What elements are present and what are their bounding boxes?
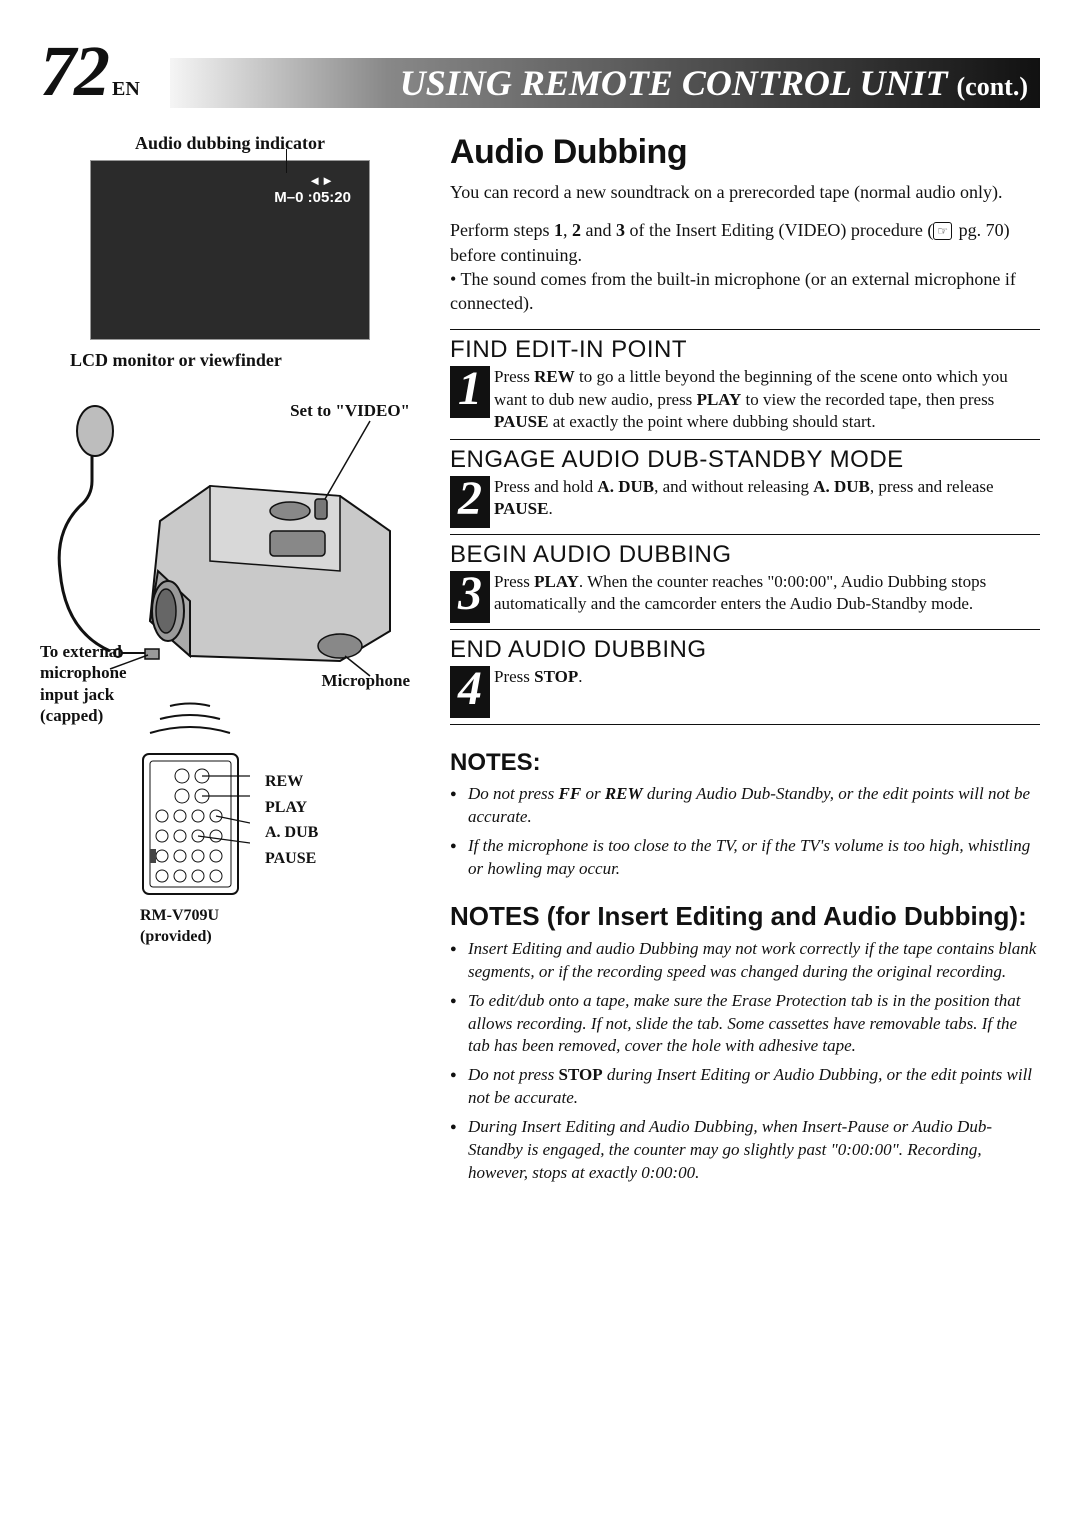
camcorder-diagram: Set to "VIDEO" (40, 401, 420, 741)
step-number: 4 (450, 666, 490, 718)
header-title-text: USING REMOTE CONTROL UNIT (400, 63, 948, 103)
notes-title: NOTES: (450, 749, 1040, 777)
page-number: 72 (40, 30, 108, 113)
page-lang: EN (112, 78, 140, 101)
notes-list-1: Do not press FF or REW during Audio Dub-… (450, 783, 1040, 881)
step-text: Press and hold A. DUB, and without relea… (494, 476, 1040, 520)
step: 1Press REW to go a little beyond the beg… (450, 366, 1040, 432)
step-title: FIND EDIT-IN POINT (450, 336, 1040, 364)
step-text: Press REW to go a little beyond the begi… (494, 366, 1040, 432)
t: of the Insert Editing (VIDEO) procedure … (625, 220, 933, 240)
t: and (581, 220, 616, 240)
lcd-arrow-icon: ◄► (308, 173, 334, 189)
step-text: Press PLAY. When the counter reaches "0:… (494, 571, 1040, 615)
steps-container: FIND EDIT-IN POINT1Press REW to go a lit… (450, 329, 1040, 724)
t: Perform steps (450, 220, 554, 240)
remote-svg (140, 751, 250, 901)
indicator-leader-line (286, 149, 287, 173)
label-adub: A. DUB (265, 820, 318, 846)
step: 4Press STOP. (450, 666, 1040, 718)
intro-3: The sound comes from the built-in microp… (450, 269, 1016, 313)
t: 1 (554, 220, 563, 240)
remote-diagram: REW PLAY A. DUB PAUSE RM-V709U (provided… (40, 751, 420, 951)
t: 3 (616, 220, 625, 240)
jack-label: To externalmicrophoneinput jack(capped) (40, 641, 127, 726)
note-item: During Insert Editing and Audio Dubbing,… (450, 1116, 1040, 1185)
page-header: 72 EN USING REMOTE CONTROL UNIT (cont.) (40, 30, 1040, 113)
notes-list-2: Insert Editing and audio Dubbing may not… (450, 938, 1040, 1185)
t: 2 (572, 220, 581, 240)
lcd-monitor-label: LCD monitor or viewfinder (70, 350, 420, 371)
note-item: Insert Editing and audio Dubbing may not… (450, 938, 1040, 984)
note-item: To edit/dub onto a tape, make sure the E… (450, 990, 1040, 1059)
note-item: If the microphone is too close to the TV… (450, 835, 1040, 881)
left-column: Audio dubbing indicator ◄► M–0 :05:20 LC… (40, 133, 420, 1191)
remote-caption: RM-V709U (provided) (140, 906, 219, 948)
intro-1: You can record a new soundtrack on a pre… (450, 180, 1040, 204)
header-cont: (cont.) (957, 72, 1028, 101)
indicator-label: Audio dubbing indicator (40, 133, 420, 154)
bullet-icon: • (450, 269, 460, 289)
lcd-diagram: ◄► M–0 :05:20 (90, 160, 370, 340)
note-item: Do not press FF or REW during Audio Dub-… (450, 783, 1040, 829)
reference-icon: ☞ (933, 222, 952, 240)
note-item: Do not press STOP during Insert Editing … (450, 1064, 1040, 1110)
microphone-label: Microphone (322, 671, 410, 691)
right-column: Audio Dubbing You can record a new sound… (450, 133, 1040, 1191)
lcd-counter-text: M–0 :05:20 (274, 189, 351, 206)
step-number: 3 (450, 571, 490, 623)
step: 2Press and hold A. DUB, and without rele… (450, 476, 1040, 528)
section-title: Audio Dubbing (450, 133, 1040, 172)
step-title: ENGAGE AUDIO DUB-STANDBY MODE (450, 446, 1040, 474)
step: 3Press PLAY. When the counter reaches "0… (450, 571, 1040, 623)
remote-model: RM-V709U (140, 906, 219, 927)
step-number: 2 (450, 476, 490, 528)
notes2-title: NOTES (for Insert Editing and Audio Dubb… (450, 901, 1040, 932)
step-text: Press STOP. (494, 666, 1040, 688)
label-rew: REW (265, 769, 318, 795)
remote-button-labels: REW PLAY A. DUB PAUSE (265, 769, 318, 871)
header-bar: USING REMOTE CONTROL UNIT (cont.) (170, 58, 1040, 108)
step-number: 1 (450, 366, 490, 418)
label-pause: PAUSE (265, 846, 318, 872)
label-play: PLAY (265, 795, 318, 821)
t: , (563, 220, 572, 240)
remote-provided: (provided) (140, 927, 219, 948)
intro-2: Perform steps 1, 2 and 3 of the Insert E… (450, 218, 1040, 315)
header-title: USING REMOTE CONTROL UNIT (cont.) (400, 63, 1028, 103)
step-title: BEGIN AUDIO DUBBING (450, 541, 1040, 569)
step-title: END AUDIO DUBBING (450, 636, 1040, 664)
